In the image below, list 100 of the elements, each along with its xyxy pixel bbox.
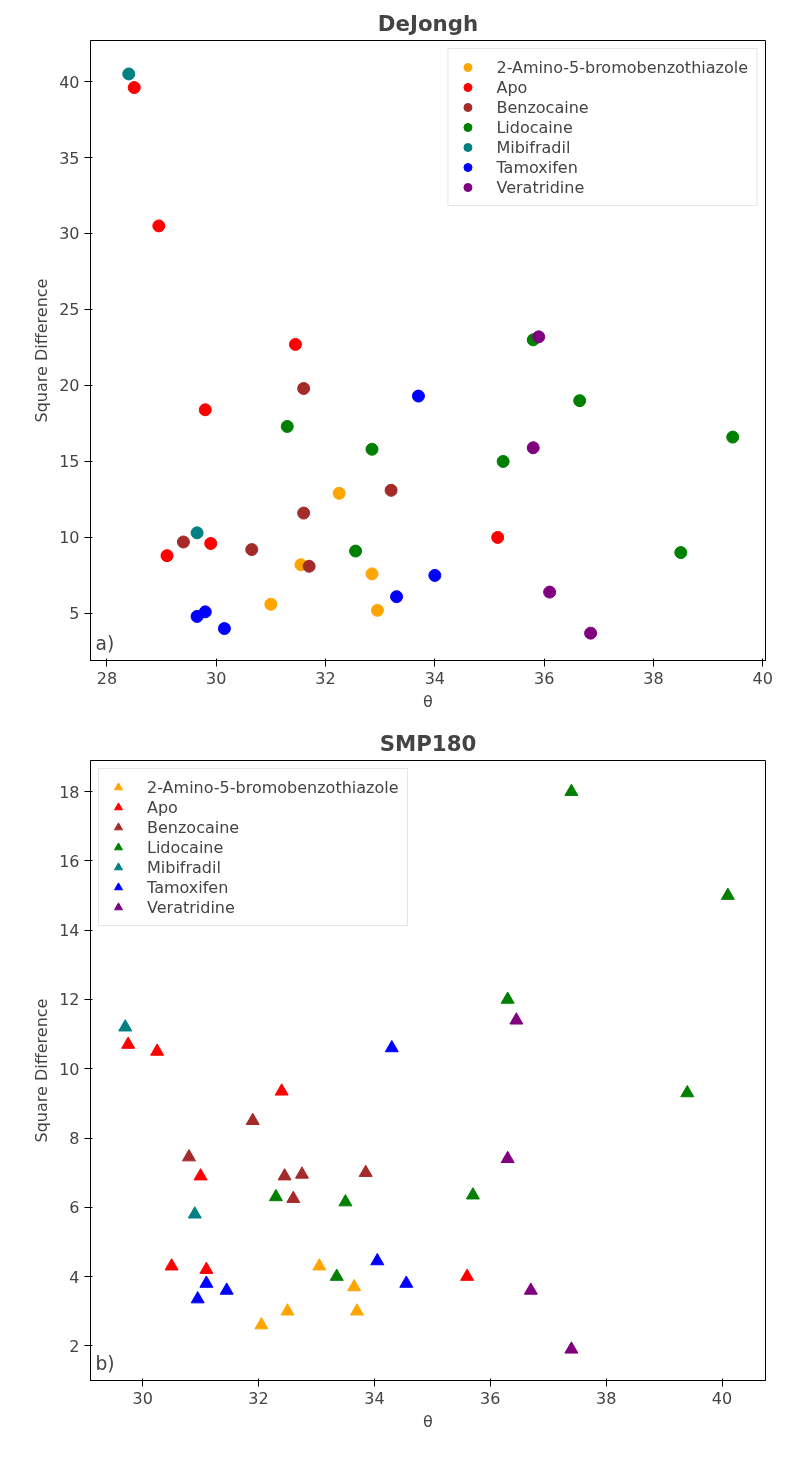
- point: [199, 1261, 214, 1274]
- point: [460, 1268, 475, 1281]
- point: [268, 1188, 283, 1202]
- point: [674, 546, 688, 560]
- y-tick-label: 25: [59, 300, 80, 320]
- legend-label: Veratridine: [147, 897, 235, 917]
- point: [164, 1258, 179, 1271]
- point: [720, 887, 735, 900]
- point: [399, 1275, 414, 1288]
- annotation: a): [95, 632, 115, 654]
- point: [127, 81, 141, 95]
- point: [573, 394, 587, 408]
- y-tick-label: 12: [59, 990, 80, 1010]
- x-tick-label: 36: [533, 668, 555, 688]
- chart-title: SMP180: [379, 730, 477, 756]
- y-tick-label: 2: [69, 1336, 80, 1356]
- legend-label: 2-Amino-5-bromobenzothiazole: [147, 777, 399, 797]
- legend-label: Apo: [496, 77, 528, 97]
- point: [564, 783, 579, 796]
- y-tick-label: 16: [59, 851, 80, 871]
- point: [264, 597, 278, 611]
- point: [198, 605, 212, 619]
- point: [118, 1019, 133, 1032]
- point: [500, 991, 515, 1004]
- point: [280, 1303, 295, 1316]
- point: [726, 430, 740, 444]
- y-tick-label: 35: [59, 148, 80, 168]
- x-tick-label: 34: [424, 668, 446, 688]
- point: [302, 559, 316, 573]
- point: [187, 1206, 202, 1219]
- legend-label: Tamoxifen: [147, 877, 229, 897]
- point: [193, 1168, 208, 1181]
- y-tick-label: 20: [59, 376, 80, 396]
- point: [152, 219, 166, 233]
- legend-label: Lidocaine: [147, 837, 224, 857]
- legend-label: Tamoxifen: [496, 157, 578, 177]
- point: [297, 382, 311, 395]
- point: [509, 1012, 524, 1025]
- point: [329, 1268, 344, 1281]
- x-axis-title: θ: [423, 1411, 433, 1431]
- legend-label: 2-Amino-5-bromobenzothiazole: [496, 57, 748, 77]
- point: [190, 526, 204, 540]
- point: [390, 590, 404, 604]
- point: [584, 626, 598, 640]
- point: [245, 1112, 260, 1125]
- y-tick-label: 18: [59, 782, 80, 802]
- x-tick-label: 36: [480, 1388, 501, 1408]
- point: [500, 1150, 515, 1164]
- chart-title: DeJongh: [377, 10, 479, 36]
- x-tick-label: 32: [248, 1388, 269, 1408]
- point: [288, 337, 302, 351]
- point: [523, 1282, 538, 1295]
- y-axis-title: Square Difference: [32, 998, 52, 1143]
- x-tick-label: 30: [206, 668, 227, 688]
- point: [286, 1190, 301, 1203]
- legend-label: Apo: [147, 797, 178, 817]
- point: [294, 1166, 309, 1179]
- point: [150, 1043, 165, 1056]
- x-tick-label: 30: [132, 1388, 153, 1408]
- y-tick-label: 15: [59, 452, 80, 472]
- x-tick-label: 40: [752, 668, 773, 688]
- x-tick-label: 34: [364, 1388, 385, 1408]
- point: [217, 622, 231, 636]
- point: [245, 543, 259, 557]
- y-tick-label: 4: [69, 1267, 80, 1287]
- legend-label: Mibifradil: [496, 137, 571, 157]
- point: [496, 454, 510, 468]
- point: [680, 1085, 695, 1098]
- point: [338, 1194, 353, 1207]
- point: [526, 441, 540, 455]
- point: [312, 1258, 327, 1271]
- y-tick-label: 6: [69, 1198, 80, 1218]
- point: [204, 537, 218, 550]
- point: [198, 403, 212, 417]
- point: [219, 1282, 234, 1295]
- point: [350, 1303, 365, 1316]
- point: [297, 506, 311, 520]
- y-axis-title: Square Difference: [32, 278, 52, 423]
- point: [543, 585, 557, 599]
- y-tick-label: 10: [59, 1059, 80, 1079]
- x-tick-label: 38: [643, 668, 664, 688]
- x-tick-label: 40: [711, 1388, 733, 1408]
- point: [384, 483, 398, 497]
- annotation: b): [95, 1352, 115, 1374]
- legend-label: Lidocaine: [496, 117, 573, 137]
- point: [176, 535, 190, 549]
- x-tick-label: 38: [595, 1388, 617, 1408]
- point: [122, 67, 136, 81]
- point: [532, 330, 546, 344]
- point: [384, 1039, 399, 1053]
- point: [347, 1278, 362, 1292]
- legend-label: Mibifradil: [147, 857, 221, 877]
- point: [365, 442, 379, 456]
- point: [411, 389, 425, 403]
- x-axis-title: θ: [423, 691, 433, 711]
- point: [465, 1187, 480, 1200]
- y-tick-label: 14: [59, 921, 80, 941]
- point: [365, 567, 379, 581]
- point: [332, 486, 346, 500]
- y-tick-label: 8: [69, 1129, 80, 1149]
